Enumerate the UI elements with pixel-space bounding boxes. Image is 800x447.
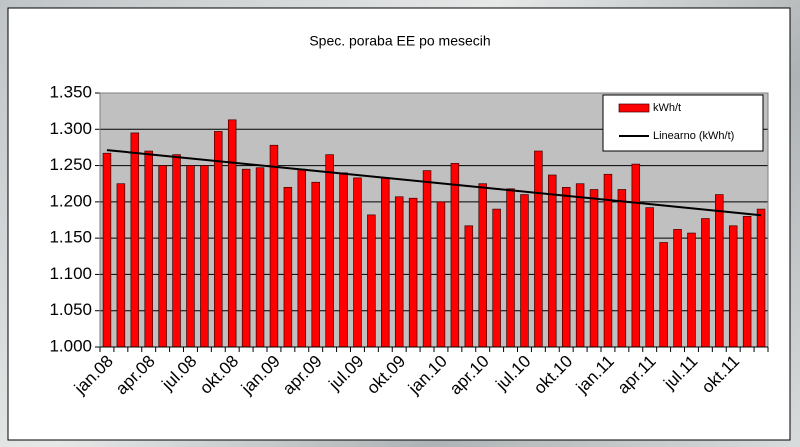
legend-swatch bbox=[618, 103, 650, 113]
legend-label: kWh/t bbox=[653, 102, 681, 114]
bar bbox=[534, 150, 543, 348]
bar bbox=[158, 165, 167, 348]
y-tick-label: 1.350 bbox=[49, 82, 92, 101]
y-tick-label: 1.200 bbox=[49, 191, 92, 210]
bar bbox=[520, 194, 529, 348]
y-tick-label: 1.100 bbox=[49, 264, 92, 283]
bar bbox=[589, 189, 599, 348]
bar bbox=[325, 154, 334, 348]
bar bbox=[631, 163, 641, 348]
bar bbox=[283, 186, 293, 348]
bar bbox=[200, 165, 209, 348]
chart-title: Spec. poraba EE po mesecih bbox=[309, 33, 490, 49]
bar bbox=[144, 150, 153, 348]
bar bbox=[673, 229, 682, 348]
bar bbox=[297, 168, 307, 348]
bar bbox=[548, 174, 557, 348]
bar bbox=[506, 188, 515, 348]
bar bbox=[255, 167, 265, 348]
bar bbox=[311, 181, 320, 348]
bar bbox=[478, 183, 487, 348]
bar bbox=[742, 216, 752, 348]
bar bbox=[715, 194, 724, 348]
bar bbox=[436, 201, 446, 348]
bar bbox=[659, 242, 668, 348]
bar bbox=[408, 197, 418, 348]
bar bbox=[186, 165, 195, 348]
bar bbox=[561, 186, 571, 348]
y-tick-label: 1.150 bbox=[49, 228, 92, 247]
bar bbox=[353, 177, 362, 348]
legend bbox=[602, 94, 764, 152]
bar bbox=[617, 189, 627, 348]
bar bbox=[756, 208, 766, 348]
bar bbox=[422, 170, 432, 348]
legend-label: Linearno (kWh/t) bbox=[653, 130, 734, 142]
bar bbox=[241, 168, 251, 348]
bar bbox=[450, 163, 460, 348]
bar bbox=[701, 218, 710, 348]
bar bbox=[339, 172, 348, 348]
trendline bbox=[106, 149, 762, 217]
y-tick-label: 1.250 bbox=[49, 155, 92, 174]
bar bbox=[214, 131, 223, 348]
y-tick-label: 1.050 bbox=[49, 300, 92, 319]
bar bbox=[102, 152, 112, 348]
y-tick-label: 1.300 bbox=[49, 119, 92, 138]
bar bbox=[367, 214, 376, 348]
bar bbox=[172, 154, 181, 348]
bar bbox=[492, 208, 501, 348]
bar bbox=[575, 183, 585, 348]
bar bbox=[464, 225, 474, 348]
y-tick-label: 1.000 bbox=[49, 336, 92, 355]
bar bbox=[645, 207, 654, 348]
bar bbox=[116, 183, 126, 348]
bar bbox=[130, 132, 140, 348]
bar bbox=[227, 119, 237, 348]
bar bbox=[381, 177, 390, 348]
bar bbox=[728, 225, 738, 348]
bar bbox=[269, 144, 279, 348]
bar bbox=[687, 232, 696, 348]
bar bbox=[394, 196, 404, 348]
